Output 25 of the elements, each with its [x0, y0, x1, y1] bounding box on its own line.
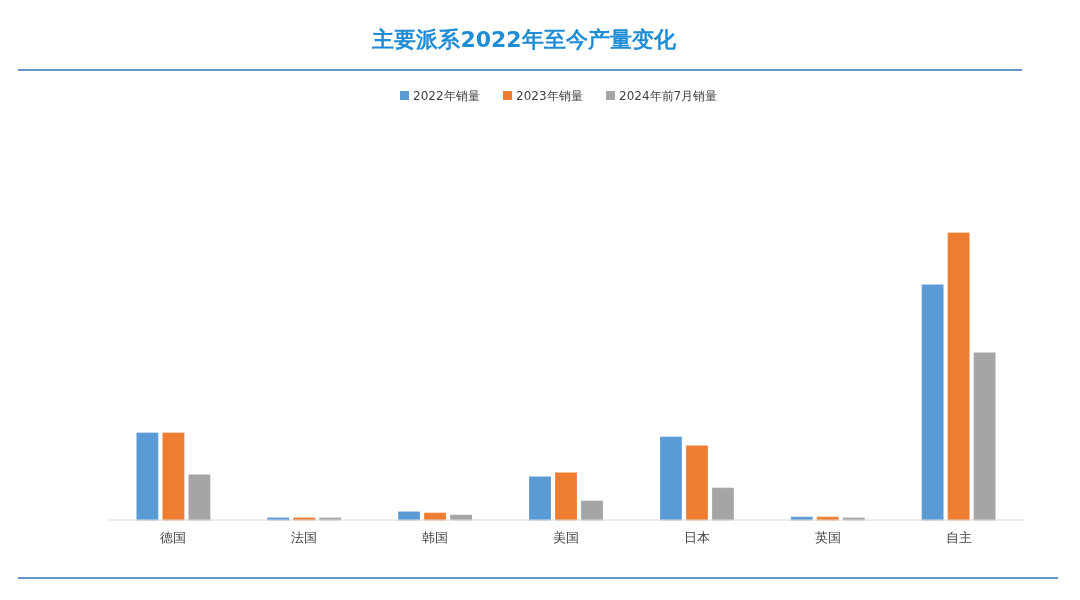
bar: [162, 432, 185, 521]
bar: [529, 476, 551, 521]
bar: [711, 487, 734, 521]
x-tick-label: 日本: [683, 530, 710, 545]
bar: [685, 445, 708, 521]
bar: [973, 352, 996, 521]
bar: [398, 511, 421, 521]
legend-label: 2023年销量: [516, 89, 583, 103]
x-tick-label: 法国: [291, 530, 318, 545]
x-tick-label: 自主: [945, 530, 972, 545]
x-tick-label: 美国: [553, 530, 579, 545]
x-tick-label: 英国: [814, 530, 841, 545]
bar: [424, 512, 447, 521]
legend-label: 2024年前7月销量: [619, 89, 718, 103]
bar: [188, 474, 211, 521]
bar: [555, 472, 577, 521]
x-tick-label: 德国: [160, 530, 187, 545]
chart-title: 主要派系2022年至今产量变化: [371, 27, 677, 52]
bar: [136, 432, 159, 521]
bar: [581, 500, 603, 521]
bar: [659, 436, 682, 521]
legend-label: 2022年销量: [413, 89, 480, 103]
bar: [921, 284, 944, 521]
x-tick-label: 韩国: [422, 530, 449, 545]
bar: [947, 232, 970, 521]
